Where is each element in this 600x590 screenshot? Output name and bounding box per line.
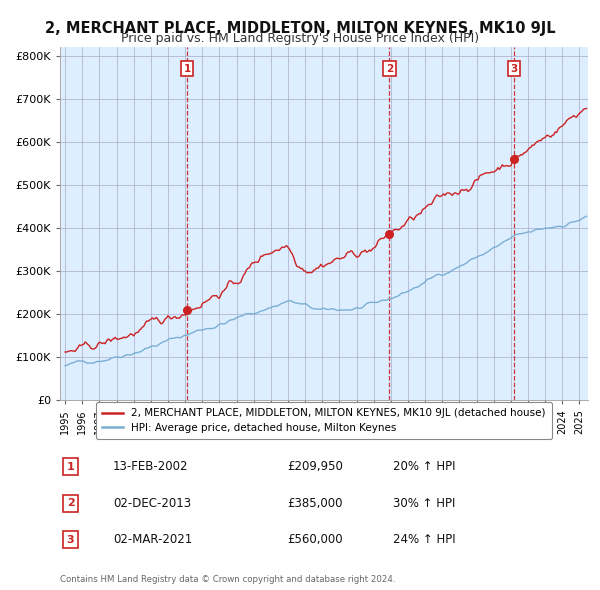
Text: Price paid vs. HM Land Registry's House Price Index (HPI): Price paid vs. HM Land Registry's House … xyxy=(121,32,479,45)
Text: £209,950: £209,950 xyxy=(287,460,343,473)
Text: 02-MAR-2021: 02-MAR-2021 xyxy=(113,533,192,546)
Text: 2: 2 xyxy=(386,64,393,74)
Text: 3: 3 xyxy=(67,535,74,545)
Text: Contains HM Land Registry data © Crown copyright and database right 2024.: Contains HM Land Registry data © Crown c… xyxy=(60,575,395,584)
Text: 1: 1 xyxy=(67,462,74,472)
Text: 30% ↑ HPI: 30% ↑ HPI xyxy=(392,497,455,510)
Text: 2, MERCHANT PLACE, MIDDLETON, MILTON KEYNES, MK10 9JL: 2, MERCHANT PLACE, MIDDLETON, MILTON KEY… xyxy=(44,21,556,35)
Text: 24% ↑ HPI: 24% ↑ HPI xyxy=(392,533,455,546)
Text: £385,000: £385,000 xyxy=(287,497,343,510)
Text: 2: 2 xyxy=(67,499,74,508)
Text: 02-DEC-2013: 02-DEC-2013 xyxy=(113,497,191,510)
Text: £560,000: £560,000 xyxy=(287,533,343,546)
Text: 13-FEB-2002: 13-FEB-2002 xyxy=(113,460,188,473)
Legend: 2, MERCHANT PLACE, MIDDLETON, MILTON KEYNES, MK10 9JL (detached house), HPI: Ave: 2, MERCHANT PLACE, MIDDLETON, MILTON KEY… xyxy=(96,402,552,439)
Text: 3: 3 xyxy=(510,64,517,74)
Text: 20% ↑ HPI: 20% ↑ HPI xyxy=(392,460,455,473)
Text: 1: 1 xyxy=(184,64,191,74)
